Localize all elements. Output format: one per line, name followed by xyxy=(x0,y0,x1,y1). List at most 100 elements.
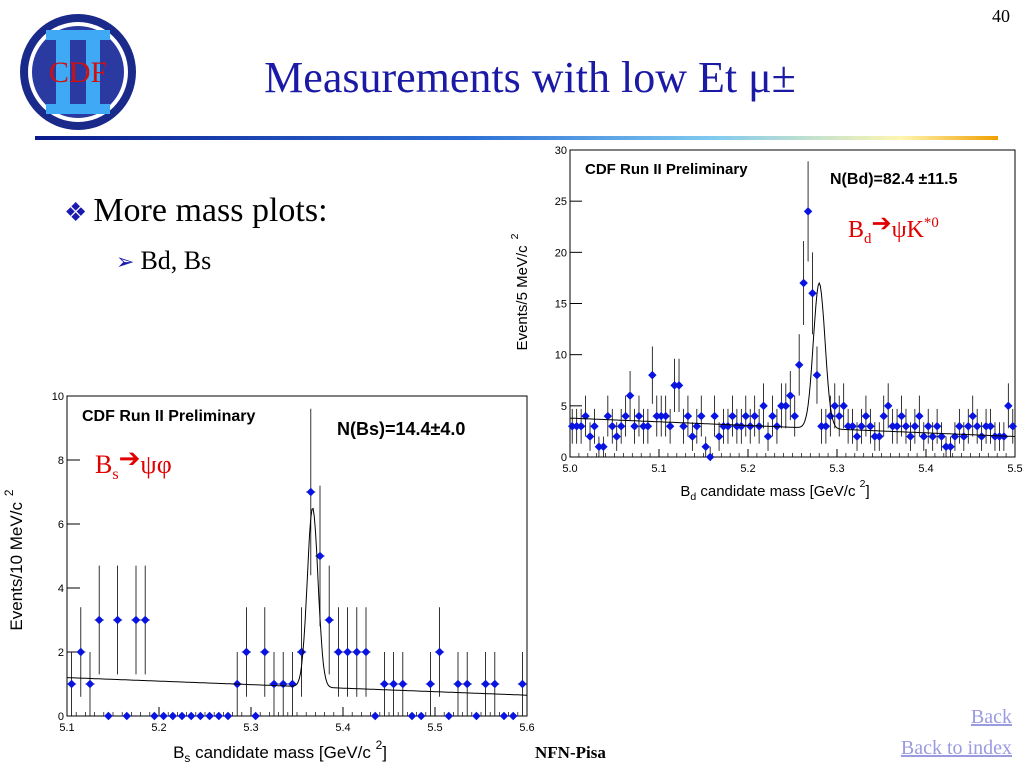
bd-mass-plot: 5.0 5.1 5.2 5.3 5.4 5.5 0 5 10 15 20 25 30 CDF Run II… xyxy=(505,142,1024,515)
bs-x-tick-label: 5.3 xyxy=(243,722,258,734)
bs-data-point xyxy=(481,679,490,689)
bd-data-point xyxy=(972,422,982,431)
bd-x-tick-label: 5.0 xyxy=(562,463,577,475)
bd-data-point xyxy=(968,411,977,421)
bd-data-point xyxy=(995,432,1004,441)
bs-x-tick-label: 5.1 xyxy=(59,722,74,734)
bd-mass-plot-svg: 5.0 5.1 5.2 5.3 5.4 5.5 0 5 10 15 20 25 30 CDF Run II… xyxy=(509,145,1023,503)
bd-data-point xyxy=(683,411,693,421)
bd-data-point xyxy=(714,432,724,441)
bd-data-point xyxy=(932,422,942,431)
bd-data-point xyxy=(964,422,973,431)
bs-data-point xyxy=(260,647,270,657)
bs-data-point xyxy=(334,647,343,657)
bd-data-point xyxy=(857,422,866,431)
slide-number: 40 xyxy=(992,6,1010,26)
bd-data-point xyxy=(928,432,937,441)
bd-data-point xyxy=(701,442,710,452)
bd-data-point xyxy=(630,422,639,431)
bs-data-point xyxy=(361,647,371,657)
bs-x-axis-label: Bs candidate mass [GeV/c 2] xyxy=(173,738,387,765)
bs-data-point xyxy=(416,711,426,721)
bd-data-point xyxy=(910,422,920,431)
footer-text: NFN-Pisa xyxy=(535,743,606,762)
bd-data-point xyxy=(643,422,653,431)
bd-data-point xyxy=(1004,401,1013,411)
bd-data-point xyxy=(621,411,630,421)
bs-yield-annotation: N(Bs)=14.4±4.0 xyxy=(337,419,465,439)
bs-data-point xyxy=(435,647,444,657)
back-to-index-link[interactable]: Back to index xyxy=(900,737,1012,759)
bd-y-tick-label: 30 xyxy=(555,145,567,157)
bd-data-point xyxy=(977,432,986,441)
bd-data-point xyxy=(897,411,906,421)
bd-data-point xyxy=(919,432,929,441)
bd-data-point xyxy=(830,401,840,411)
bs-data-point xyxy=(380,679,389,689)
bd-data-point xyxy=(692,422,702,431)
bs-data-point xyxy=(453,679,463,689)
bs-mass-plot-svg: 5.1 5.2 5.3 5.4 5.5 5.6 0 2 4 6 8 10 CDF Run II Prel… xyxy=(2,391,535,765)
bd-data-point xyxy=(986,422,995,431)
title-divider xyxy=(35,136,998,140)
bd-x-tick-label: 5.4 xyxy=(918,463,933,475)
bs-y-tick-label: 4 xyxy=(58,583,64,595)
bd-data-point xyxy=(794,360,804,370)
bd-data-point xyxy=(843,422,853,431)
bs-data-point xyxy=(426,679,435,689)
bd-data-point xyxy=(777,401,786,411)
bd-data-point xyxy=(661,411,670,421)
bd-data-point xyxy=(652,411,662,421)
bs-data-point xyxy=(472,711,481,721)
bd-data-point xyxy=(634,411,644,421)
bd-data-point xyxy=(901,422,911,431)
bd-data-point xyxy=(656,411,666,421)
bd-data-point xyxy=(937,432,946,441)
bd-x-tick-label: 5.5 xyxy=(1007,463,1022,475)
bs-chart-title: CDF Run II Preliminary xyxy=(82,408,255,425)
bs-x-tick-label: 5.4 xyxy=(335,722,350,734)
bs-y-tick-label: 10 xyxy=(52,391,64,403)
bd-data-point xyxy=(648,370,657,380)
bd-fit-curve xyxy=(569,281,1015,437)
bd-data-point xyxy=(616,422,626,431)
bd-y-tick-label: 10 xyxy=(555,350,567,362)
bullet-level1: ❖ More mass plots: xyxy=(64,192,328,230)
bd-data-point xyxy=(955,422,964,431)
bs-y-tick-label: 0 xyxy=(58,711,64,723)
bd-data-point xyxy=(728,411,737,421)
bd-data-point xyxy=(763,432,773,441)
page-title: Measurements with low Et μ± xyxy=(264,53,796,102)
bd-data-point xyxy=(612,432,621,441)
bs-data-point xyxy=(407,711,417,721)
bd-data-point xyxy=(599,442,608,452)
bd-x-tick-label: 5.3 xyxy=(829,463,844,475)
bullet-level2-text: Bd, Bs xyxy=(140,246,212,275)
bd-x-tick-label: 5.1 xyxy=(651,463,666,475)
bd-data-point xyxy=(581,411,590,421)
bullet-level1-text: More mass plots: xyxy=(93,192,328,229)
bd-data-point xyxy=(750,411,759,421)
bd-data-point xyxy=(603,411,613,421)
bd-data-point xyxy=(745,422,755,431)
bd-data-point xyxy=(817,422,826,431)
diamond-bullet-icon: ❖ xyxy=(64,198,88,227)
back-link[interactable]: Back xyxy=(970,706,1012,728)
bd-data-point xyxy=(946,442,955,452)
bd-plot-frame xyxy=(569,149,1016,458)
bs-data-point xyxy=(324,615,334,625)
bd-decay-label: Bd➔ψK*0 xyxy=(848,211,939,247)
bs-data-point xyxy=(352,647,362,657)
bs-y-axis-label: Events/10 MeV/c2 xyxy=(2,489,26,631)
bs-y-tick-label: 8 xyxy=(58,455,64,467)
bd-data-point xyxy=(697,411,706,421)
bd-y-tick-label: 5 xyxy=(561,401,567,413)
bd-data-point xyxy=(812,370,822,380)
bd-data-point xyxy=(915,411,924,421)
bd-chart-title: CDF Run II Preliminary xyxy=(585,161,748,178)
bd-data-point xyxy=(990,432,1000,441)
bs-y-tick-label: 2 xyxy=(58,647,64,659)
bd-data-point xyxy=(688,432,697,441)
bd-data-point xyxy=(594,442,604,452)
bd-data-point xyxy=(981,422,991,431)
